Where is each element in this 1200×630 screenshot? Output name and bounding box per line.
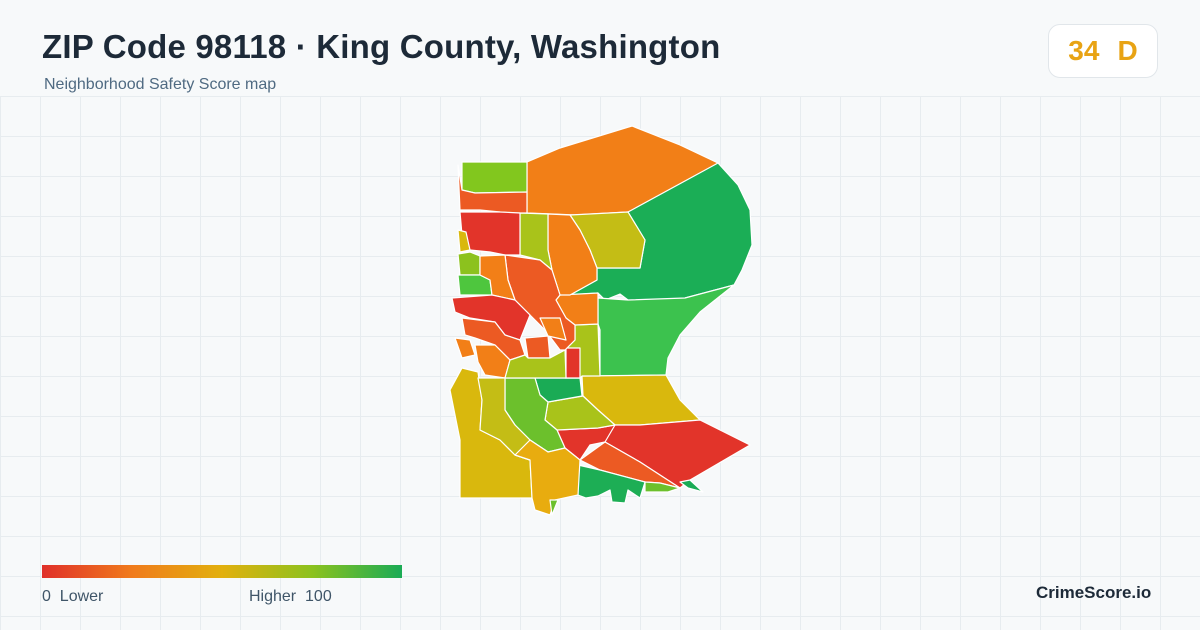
map-region[interactable] — [457, 164, 528, 214]
page-title: ZIP Code 98118 · King County, Washington — [42, 28, 721, 65]
brand-logo-text[interactable]: CrimeScore.io — [1036, 583, 1152, 602]
page-header: ZIP Code 98118 · King County, Washington… — [0, 0, 1200, 96]
map-region[interactable] — [539, 317, 567, 341]
legend-max-value: 100 — [305, 588, 332, 605]
map-region[interactable] — [679, 479, 704, 493]
legend-min-value: 0 — [42, 588, 51, 605]
legend-max-label: Higher — [249, 588, 297, 605]
legend-min-label: Lower — [59, 588, 104, 605]
safety-score-badge: 34 D — [1048, 24, 1158, 78]
legend-low-label: 0 Lower — [42, 588, 103, 606]
map-region[interactable] — [524, 335, 551, 359]
map-region[interactable] — [457, 251, 481, 276]
legend-high-label: Higher 100 — [249, 588, 332, 606]
score-value: 34 — [1068, 35, 1100, 66]
map-region[interactable] — [514, 439, 581, 516]
map-region[interactable] — [549, 499, 559, 516]
map-region[interactable] — [454, 337, 476, 359]
map-region[interactable] — [461, 161, 528, 194]
map-region[interactable] — [565, 347, 581, 379]
map-region[interactable] — [577, 464, 646, 504]
map-region[interactable] — [597, 284, 735, 377]
map-region[interactable] — [504, 349, 567, 379]
score-grade: D — [1117, 35, 1138, 66]
map-region[interactable] — [644, 481, 681, 493]
map-region[interactable] — [457, 229, 471, 253]
page-subtitle: Neighborhood Safety Score map — [44, 76, 277, 93]
legend-color-bar — [42, 565, 402, 578]
